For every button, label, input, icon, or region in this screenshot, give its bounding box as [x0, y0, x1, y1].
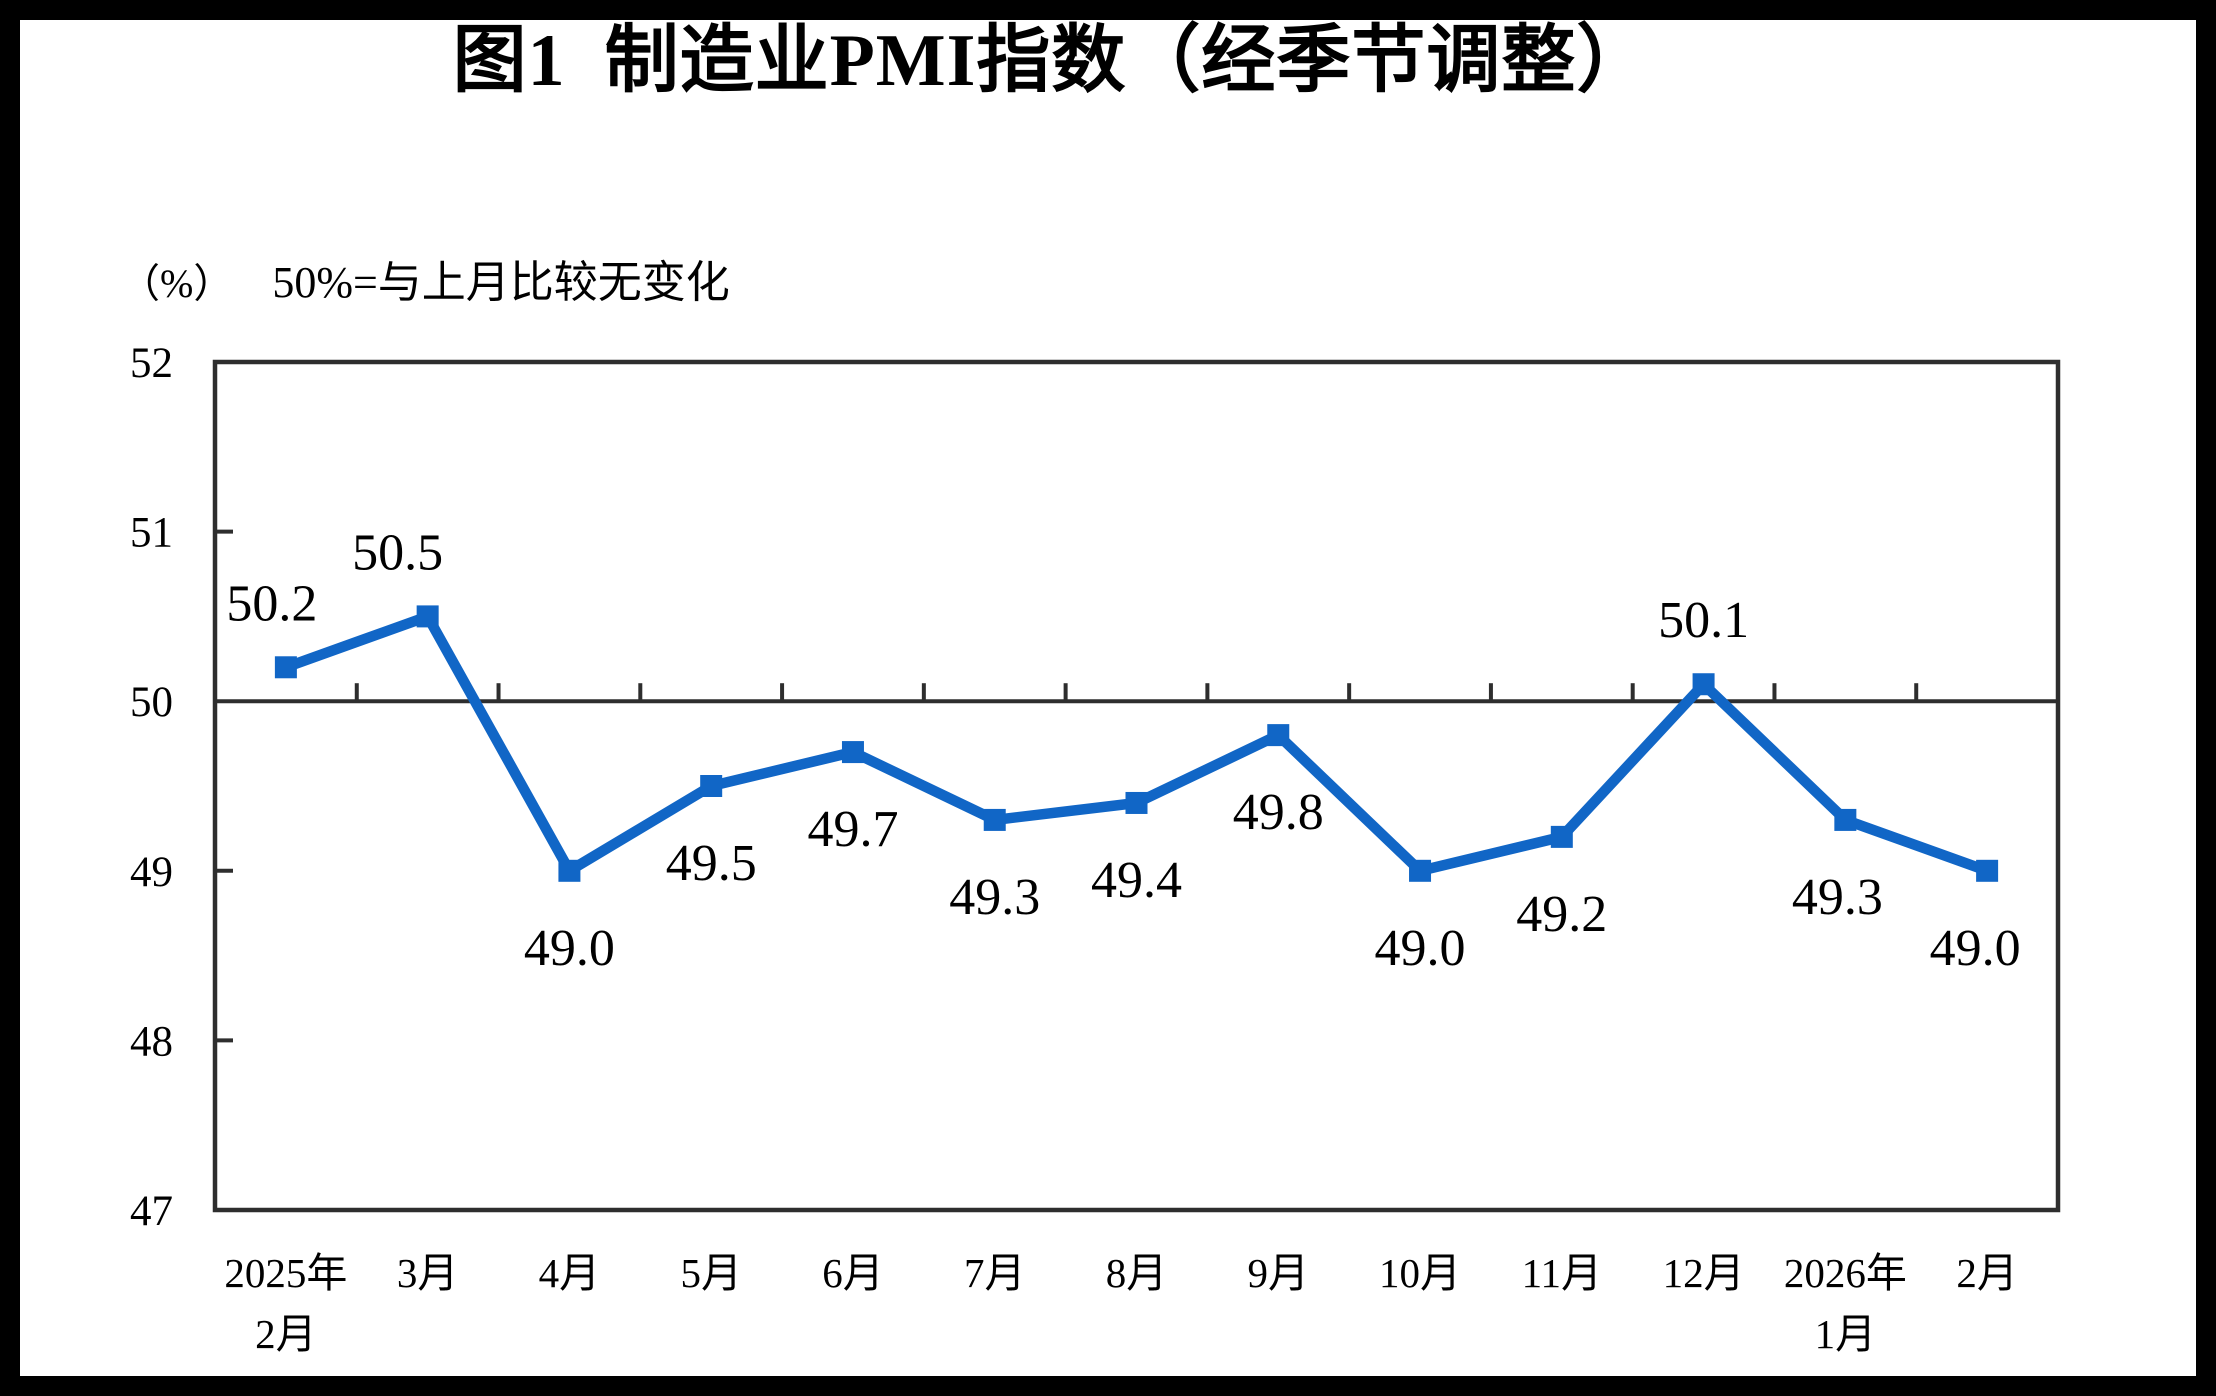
x-axis-category-label: 2025年 [224, 1250, 347, 1296]
data-point-marker [1692, 673, 1715, 696]
x-axis-category-label: 7月 [964, 1250, 1026, 1296]
y-axis-label: 51 [130, 510, 173, 557]
y-axis-label: 52 [130, 340, 173, 387]
data-point-label: 49.0 [1375, 920, 1466, 977]
x-axis-category-label: 2026年 [1784, 1250, 1907, 1296]
data-point-marker [416, 605, 439, 628]
data-point-marker [1834, 808, 1857, 831]
data-point-marker [983, 808, 1006, 831]
x-axis-category-label: 2月 [1956, 1250, 2018, 1296]
data-point-marker [1409, 859, 1432, 882]
data-point-marker [1125, 791, 1148, 814]
reference-line-note: 50%=与上月比较无变化 [272, 258, 730, 307]
data-point-label: 49.7 [807, 801, 898, 858]
x-axis-category-label: 9月 [1248, 1250, 1310, 1296]
x-axis-category-label: 3月 [397, 1250, 459, 1296]
chart-subtitle-row: （%） 50%=与上月比较无变化 [120, 246, 730, 310]
x-axis-category-label: 5月 [680, 1250, 742, 1296]
x-axis-category-label: 1月 [1815, 1311, 1877, 1357]
x-axis-category-label: 2月 [255, 1311, 317, 1357]
data-point-label: 49.5 [666, 835, 757, 892]
data-point-label: 49.0 [524, 920, 615, 977]
x-axis-category-label: 10月 [1379, 1250, 1461, 1296]
data-point-label: 49.4 [1091, 852, 1182, 909]
y-axis-label: 49 [130, 849, 173, 896]
y-axis-label: 50 [130, 679, 173, 726]
data-point-marker [1267, 724, 1290, 747]
data-point-marker [700, 775, 723, 797]
data-point-marker [558, 859, 581, 882]
y-axis-unit-label: （%） [120, 261, 234, 306]
data-point-label: 50.5 [352, 524, 443, 581]
data-point-marker [274, 656, 297, 679]
data-point-marker [841, 741, 864, 764]
y-axis-label: 47 [130, 1188, 173, 1235]
data-point-label: 49.3 [1792, 869, 1883, 926]
data-point-label: 49.2 [1516, 886, 1607, 943]
y-axis-label: 48 [130, 1018, 173, 1065]
x-axis-category-label: 6月 [822, 1250, 884, 1296]
x-axis-category-label: 8月 [1106, 1250, 1168, 1296]
data-point-label: 49.0 [1930, 920, 2021, 977]
x-axis-category-label: 4月 [539, 1250, 601, 1296]
plot-area-border [212, 359, 2061, 1213]
data-point-label: 50.2 [226, 575, 317, 632]
data-point-marker [1976, 859, 1999, 882]
pmi-series-line [284, 609, 1989, 879]
data-point-label: 49.3 [949, 869, 1040, 926]
x-axis-category-label: 12月 [1663, 1250, 1745, 1296]
x-axis-category-label: 11月 [1522, 1250, 1602, 1296]
data-point-marker [1550, 825, 1573, 848]
data-point-label: 49.8 [1233, 784, 1324, 841]
chart-title: 图1 制造业PMI指数（经季节调整） [452, 20, 1652, 102]
data-point-label: 50.1 [1658, 592, 1749, 649]
